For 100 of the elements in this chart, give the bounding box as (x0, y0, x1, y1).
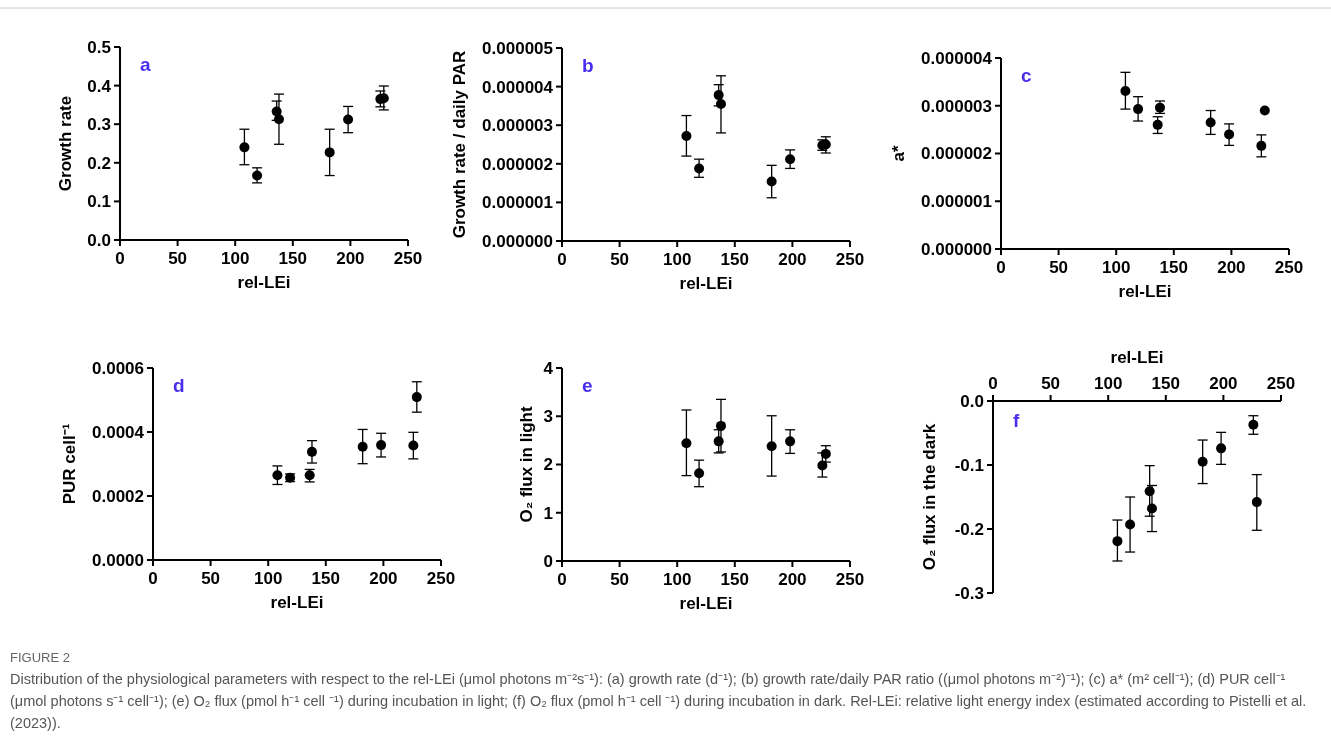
y-tick-label: 0.0 (960, 391, 984, 411)
x-tick-label: 150 (1159, 258, 1188, 277)
y-tick-label: 0.000001 (482, 193, 553, 213)
y-tick-label: 0.0006 (92, 358, 144, 378)
y-tick-label: 0.000003 (482, 116, 553, 136)
y-tick-label: 0.0 (87, 230, 111, 250)
x-tick-label: 100 (221, 249, 250, 268)
y-tick-label: 0.4 (87, 76, 112, 96)
x-tick-label: 150 (1151, 374, 1180, 393)
x-tick-label: 200 (778, 570, 807, 589)
x-tick-label: 100 (663, 570, 692, 589)
point (785, 436, 796, 447)
point (715, 420, 726, 431)
point (766, 441, 777, 452)
point (1248, 419, 1259, 430)
point (408, 440, 419, 451)
x-tick-label: 50 (1049, 258, 1069, 277)
y-axis-title: O₂ flux in the dark (919, 423, 939, 571)
y-tick-label: 0.000004 (482, 77, 554, 97)
x-tick-label: 100 (663, 250, 692, 269)
point (357, 441, 368, 452)
x-tick-label: 150 (311, 569, 340, 588)
y-tick-label: 0.2 (87, 153, 111, 173)
point (1133, 104, 1144, 115)
x-tick-label: 0 (557, 250, 567, 269)
point (681, 438, 692, 449)
x-tick-label: 200 (1217, 258, 1246, 277)
y-tick-label: 0 (543, 551, 553, 571)
y-axis-title: O₂ flux in light (517, 406, 537, 523)
point (411, 392, 422, 403)
y-axis-title: PUR cell⁻¹ (60, 423, 80, 505)
y-axis-title: Growth rate (56, 95, 76, 192)
point (766, 176, 777, 187)
y-tick-label: 0.000004 (921, 48, 993, 68)
point (1205, 117, 1216, 128)
point (785, 154, 796, 165)
point (1152, 119, 1163, 130)
x-axis-title: rel-LEi (1118, 282, 1172, 301)
point (324, 147, 335, 158)
y-tick-label: 0.0000 (92, 550, 144, 570)
y-tick-label: 0.0004 (92, 422, 145, 442)
point (1251, 497, 1262, 508)
point (1256, 140, 1267, 151)
point (694, 468, 705, 479)
y-tick-label: 3 (543, 407, 553, 427)
y-tick-label: 0.1 (87, 192, 111, 212)
point (239, 142, 250, 153)
x-tick-label: 250 (426, 569, 456, 588)
y-tick-label: 0.000002 (921, 144, 992, 164)
y-axis-title: a* (889, 145, 909, 162)
x-tick-label: 50 (610, 570, 630, 589)
y-tick-label: 0.000001 (921, 192, 992, 212)
point (713, 436, 724, 447)
x-tick-label: 100 (1102, 258, 1131, 277)
x-tick-label: 200 (778, 250, 807, 269)
point (273, 114, 284, 125)
x-tick-label: 200 (369, 569, 398, 588)
point (1259, 105, 1270, 116)
point (272, 470, 283, 481)
x-tick-label: 200 (336, 249, 365, 268)
y-tick-label: 4 (543, 358, 554, 378)
point (1120, 85, 1131, 96)
x-tick-label: 50 (168, 249, 188, 268)
point (820, 448, 831, 459)
y-tick-label: 0.3 (87, 115, 111, 135)
text: FIGURE 2 (10, 650, 70, 665)
x-tick-label: 0 (557, 570, 567, 589)
x-tick-label: 50 (610, 250, 630, 269)
y-tick-label: 0.000000 (482, 231, 553, 251)
x-axis-title: rel-LEi (679, 274, 733, 293)
y-tick-label: 0.000003 (921, 96, 992, 116)
y-tick-label: -0.1 (954, 455, 984, 475)
point (1197, 456, 1208, 467)
point (1125, 519, 1136, 530)
x-tick-label: 50 (1041, 374, 1061, 393)
x-tick-label: 250 (835, 570, 865, 589)
x-tick-label: 100 (1094, 374, 1123, 393)
y-tick-label: -0.3 (954, 583, 984, 603)
point (1216, 443, 1227, 454)
point (1224, 129, 1235, 140)
x-axis-title: rel-LEi (1110, 348, 1164, 367)
x-tick-label: 100 (254, 569, 283, 588)
x-tick-label: 250 (1266, 374, 1296, 393)
annotation: e (582, 375, 593, 396)
x-tick-label: 250 (1274, 258, 1304, 277)
y-tick-label: 0.0002 (92, 486, 144, 506)
point (1112, 536, 1123, 547)
text: Distribution of the physiological parameters with respect to the rel-LEi (μmol photons m⁻²s⁻¹): (a) growth rate (d⁻¹); (b) growth rate/daily PAR ratio ((μmol photons m⁻²)⁻¹); (c) a* (m² cell⁻¹); (d) PUR cell⁻¹ (μmol photons s⁻¹ cell⁻¹); (e) O₂ flux (pmol h⁻¹ cell ⁻¹) during incubation in light; (f) O₂ flux (pmol h⁻¹ cell ⁻¹) during incubation in dark. Rel-LEi: relative light energy index (estimated according to Pistelli et al. (2023)). (10, 671, 1307, 731)
y-tick-label: -0.2 (954, 519, 984, 539)
x-tick-label: 150 (720, 250, 749, 269)
y-tick-label: 0.000005 (482, 38, 553, 58)
point (681, 131, 692, 142)
point (715, 98, 726, 109)
x-tick-label: 150 (278, 249, 307, 268)
annotation: d (173, 375, 185, 396)
x-tick-label: 250 (393, 249, 423, 268)
x-tick-label: 0 (996, 258, 1006, 277)
point (694, 163, 705, 174)
x-axis-title: rel-LEi (270, 593, 324, 612)
point (343, 114, 354, 125)
